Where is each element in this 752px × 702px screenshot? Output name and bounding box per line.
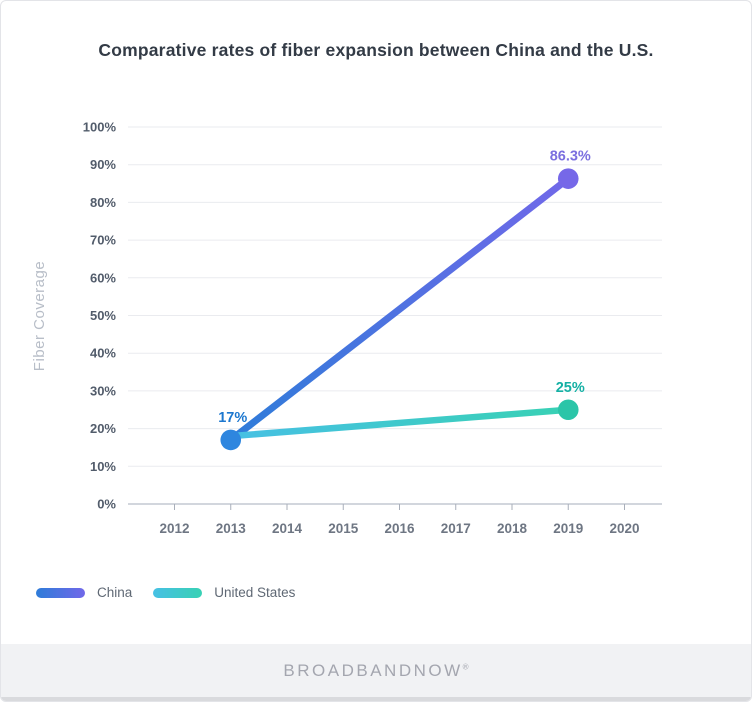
x-tick-label: 2012 <box>159 521 189 536</box>
x-tick-label: 2020 <box>609 521 639 536</box>
x-tick-label: 2013 <box>216 521 247 536</box>
series-line-united-states <box>227 406 572 440</box>
y-tick-label: 10% <box>90 459 116 474</box>
y-tick-label: 40% <box>90 346 116 361</box>
y-tick-label: 50% <box>90 308 116 323</box>
x-tick-label: 2016 <box>384 521 415 536</box>
y-tick-label: 90% <box>90 157 116 172</box>
data-point-united-states-2019 <box>557 399 579 421</box>
legend-item-united-states: United States <box>153 585 295 600</box>
legend-label: China <box>97 585 133 600</box>
card-bottom-edge <box>1 697 751 701</box>
chart-legend: China United States <box>36 585 295 600</box>
point-label-china-2013: 17% <box>218 410 247 426</box>
y-tick-label: 100% <box>83 120 117 135</box>
line-chart: 100% 90% 80% 70% 60% 50% 40% 30% 20% 10% 0% 2012 201… <box>31 120 662 536</box>
chart-title: Comparative rates of fiber expansion bet… <box>98 40 654 60</box>
y-tick-label: 70% <box>90 233 116 248</box>
y-tick-label: 0% <box>97 497 116 512</box>
x-tick-label: 2018 <box>497 521 528 536</box>
legend-swatch-china <box>36 587 85 598</box>
x-tick-label: 2015 <box>328 521 359 536</box>
y-tick-label: 80% <box>90 195 116 210</box>
legend-label: United States <box>214 585 296 600</box>
broadbandnow-logo: BROADBANDNOW® <box>283 661 468 681</box>
x-tick-label: 2019 <box>553 521 583 536</box>
y-tick-label: 30% <box>90 383 116 398</box>
point-label-united-states-2019: 25% <box>556 380 585 396</box>
legend-swatch-united-states <box>153 587 203 598</box>
brand-text: BROADBANDNOW <box>283 660 463 680</box>
legend-item-china: China <box>36 585 132 600</box>
point-label-china-2019: 86.3% <box>550 149 591 165</box>
y-axis-title: Fiber Coverage <box>31 261 48 371</box>
footer-brand-bar: BROADBANDNOW® <box>1 644 751 697</box>
x-tick-label: 2017 <box>441 521 471 536</box>
series-line-china <box>227 175 572 444</box>
y-tick-label: 20% <box>90 421 116 436</box>
y-tick-label: 60% <box>90 270 116 285</box>
data-point-china-2013 <box>220 429 242 451</box>
registered-trademark-symbol: ® <box>462 661 469 671</box>
data-point-china-2019 <box>557 168 579 189</box>
x-tick-label: 2014 <box>272 521 303 536</box>
